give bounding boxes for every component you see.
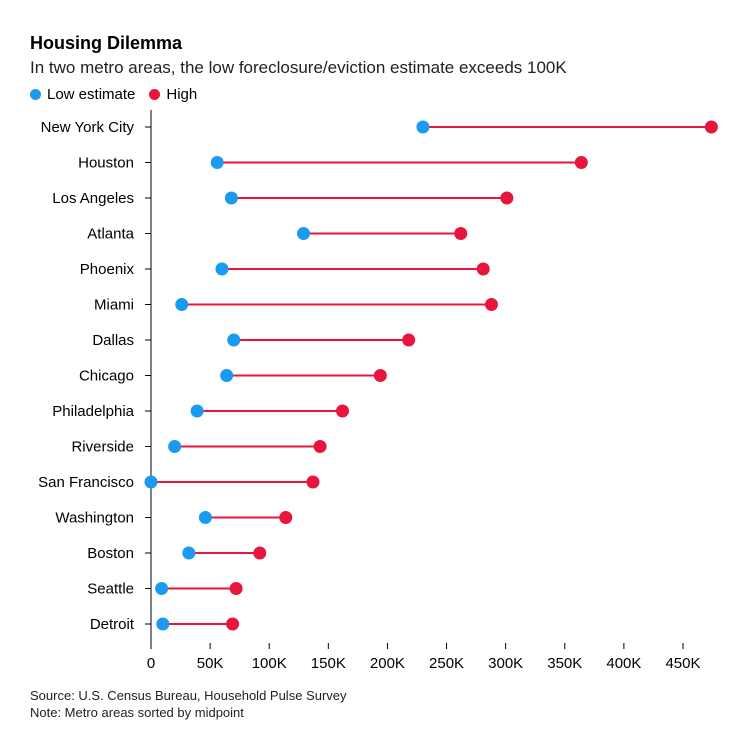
x-tick-label: 450K: [665, 655, 700, 672]
category-label: Phoenix: [80, 261, 135, 278]
legend-item-low: Low estimate: [30, 86, 135, 103]
x-tick-label: 400K: [606, 655, 641, 672]
low-point: [215, 262, 229, 276]
x-tick-label: 100K: [252, 655, 287, 672]
high-point: [279, 511, 293, 524]
category-label: Detroit: [90, 616, 135, 633]
high-point: [500, 191, 514, 205]
chart-title: Housing Dilemma: [30, 33, 183, 53]
low-point: [297, 227, 311, 240]
low-point: [168, 440, 182, 453]
low-point: [210, 156, 224, 169]
sort-note: Note: Metro areas sorted by midpoint: [30, 705, 244, 720]
x-tick-label: 350K: [547, 655, 582, 672]
high-point: [476, 262, 490, 276]
legend-item-high: High: [149, 86, 197, 103]
high-point: [306, 475, 320, 489]
category-label: Washington: [55, 510, 134, 527]
category-label: Miami: [94, 297, 134, 314]
x-tick-label: 250K: [429, 655, 464, 672]
category-label: Dallas: [92, 332, 134, 349]
legend-swatch-high: [149, 89, 161, 100]
high-point: [704, 120, 718, 134]
low-point: [220, 369, 234, 382]
high-point: [253, 546, 267, 560]
legend: Low estimate High: [30, 86, 211, 103]
high-point: [454, 227, 468, 240]
x-tick-label: 200K: [370, 655, 405, 672]
high-point: [574, 156, 588, 169]
x-tick-label: 50K: [197, 655, 224, 672]
category-label: New York City: [41, 119, 135, 136]
category-label: Riverside: [71, 439, 134, 456]
high-point: [336, 404, 350, 418]
high-point: [402, 333, 416, 347]
x-tick-label: 300K: [488, 655, 523, 672]
low-point: [190, 404, 204, 418]
x-tick-label: 150K: [311, 655, 346, 672]
category-label: Los Angeles: [52, 190, 134, 207]
low-point: [175, 298, 189, 311]
legend-label-low: Low estimate: [47, 86, 136, 103]
category-label: Seattle: [87, 581, 134, 598]
category-label: Atlanta: [87, 226, 134, 243]
high-point: [226, 617, 240, 631]
source-note: Source: U.S. Census Bureau, Household Pu…: [30, 688, 347, 703]
low-point: [224, 191, 238, 205]
low-point: [156, 617, 170, 631]
high-point: [484, 298, 498, 311]
category-label: San Francisco: [38, 474, 134, 491]
low-point: [182, 546, 196, 560]
high-point: [229, 582, 243, 595]
high-point: [313, 440, 327, 453]
chart-subtitle: In two metro areas, the low foreclosure/…: [30, 58, 567, 77]
category-label: Houston: [78, 155, 134, 172]
x-tick-label: 0: [147, 655, 155, 672]
low-point: [198, 511, 212, 524]
low-point: [155, 582, 169, 595]
category-label: Boston: [87, 545, 134, 562]
category-label: Philadelphia: [52, 403, 134, 420]
category-label: Chicago: [79, 368, 134, 385]
high-point: [373, 369, 387, 382]
low-point: [144, 475, 158, 489]
legend-label-high: High: [166, 86, 198, 103]
legend-swatch-low: [30, 89, 41, 100]
low-point: [227, 333, 241, 347]
low-point: [416, 120, 430, 134]
